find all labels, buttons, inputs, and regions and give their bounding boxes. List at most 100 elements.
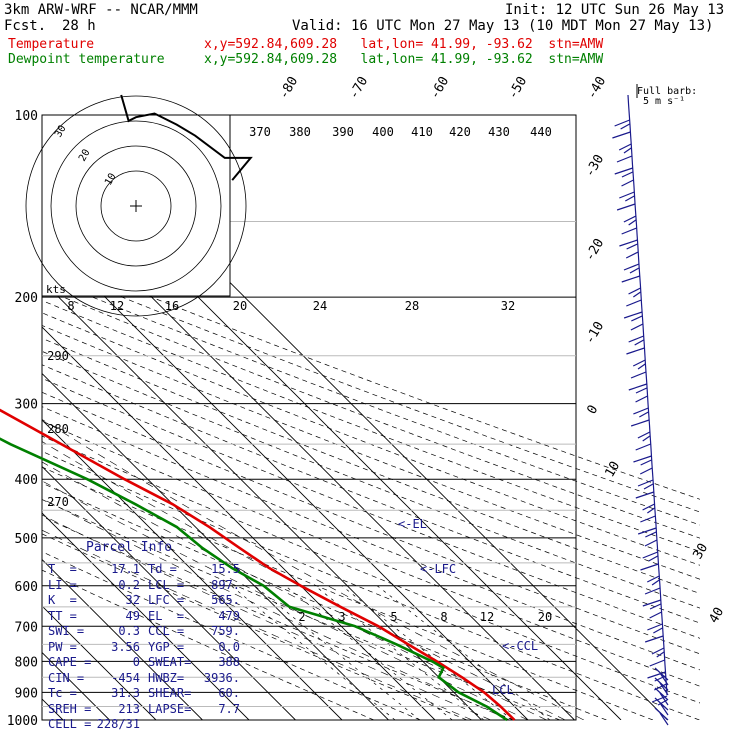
wind-barb: [614, 119, 630, 127]
wind-barb: [626, 299, 642, 307]
theta-label: 280: [47, 422, 69, 436]
wind-barb: [649, 659, 665, 667]
hodograph-ring: [50, 120, 222, 292]
wind-barb: [642, 599, 662, 607]
moist-adiabat-line: [42, 529, 473, 720]
forecast-hour: 28 h: [62, 18, 96, 34]
parcel-info-value: 31.3: [111, 686, 140, 700]
mixing-ratio-label: 28: [405, 299, 419, 313]
hodograph-unit: kts: [46, 283, 66, 296]
ccl-marker: <-CCL: [502, 639, 538, 653]
parcel-info-row: K = 32 LFC = 565.: [48, 593, 240, 607]
wind-barb: [659, 682, 669, 696]
mixing-ratio-label: 2: [298, 610, 305, 624]
wind-barb: [635, 395, 648, 403]
mixing-ratio-label: 12: [110, 299, 124, 313]
parcel-info-label: SWEAT=: [148, 655, 192, 669]
wind-barb: [625, 251, 639, 259]
wind-barb: [633, 455, 652, 463]
wind-barb: [634, 339, 644, 346]
parcel-info-value: 0.2: [118, 577, 140, 592]
wind-staff-column: [627, 94, 668, 696]
lfc-marker: <-LFC: [420, 562, 456, 576]
pressure-label: 1000: [7, 714, 38, 729]
wind-barb: [643, 483, 654, 490]
valid-time: Valid: 16 UTC Mon 27 May 13 (10 MDT Mon …: [292, 18, 714, 34]
parcel-info-label: Td =: [148, 562, 177, 576]
wind-barb: [632, 359, 646, 367]
legend-dewpoint-info: x,y=592.84,609.28 lat,lon= 41.99, -93.62…: [204, 52, 604, 67]
parcel-info-value: 32: [125, 593, 140, 607]
wind-barb: [628, 219, 637, 226]
pressure-label: 200: [15, 291, 38, 306]
wind-barb: [640, 459, 652, 466]
wind-barb: [623, 311, 643, 319]
parcel-info-title: Parcel Info: [86, 540, 173, 555]
hodograph-ring: [25, 95, 247, 317]
theta-label: 390: [332, 125, 354, 139]
dry-adiabat-line: [42, 450, 700, 720]
wind-barb: [629, 267, 640, 274]
wind-barb: [623, 147, 632, 154]
wind-barb: [623, 215, 637, 223]
wind-barb: [654, 677, 669, 691]
theta-label: 440: [530, 125, 552, 139]
wind-barb: [642, 551, 658, 559]
moist-adiabat-line: [42, 514, 491, 720]
wind-barb: [651, 579, 660, 586]
parcel-info-label: CAPE =: [48, 655, 92, 669]
wind-barb: [646, 575, 660, 583]
barb-key-title: Full barb:: [637, 86, 697, 97]
parcel-info-row: TT = 49 EL = 479: [48, 609, 240, 623]
parcel-info-row: CAPE = 0 SWEAT= 388: [48, 655, 240, 669]
wind-barb: [630, 371, 647, 379]
wind-barb: [614, 167, 633, 175]
parcel-info-value: 759.: [211, 624, 240, 638]
wind-barb: [644, 635, 664, 643]
hodograph-ring-label: 30: [53, 124, 69, 140]
theta-label: 270: [47, 495, 69, 509]
parcel-info-row: Tc = 31.3 SHEAR= 60.: [48, 686, 240, 700]
wind-barb: [626, 347, 645, 355]
mixing-ratio-line: [230, 585, 396, 720]
parcel-info-row: T = 17.1 Td = 15.5: [48, 562, 240, 576]
parcel-info-row: PW = 3.56 YGP = 0.0: [48, 640, 240, 654]
mixing-ratio-label: 8: [440, 610, 447, 624]
wind-barb: [654, 707, 669, 721]
pressure-label: 400: [15, 473, 38, 488]
wind-barb: [653, 627, 663, 634]
parcel-info-label: HWBZ=: [148, 670, 185, 685]
theta-label: 430: [488, 125, 510, 139]
mixing-ratio-label: 12: [480, 610, 494, 624]
parcel-info-label: SHEAR=: [148, 686, 192, 700]
parcel-info-label: LCL =: [148, 577, 185, 592]
parcel-info-value: 228/31: [96, 717, 140, 731]
wind-barb: [654, 687, 669, 701]
isotherm-line: [42, 233, 529, 720]
moist-adiabat-line: [42, 419, 584, 720]
parcel-info-label: YGP =: [148, 639, 185, 654]
parcel-info-value: 0: [132, 655, 140, 669]
wind-barb: [640, 563, 659, 571]
wind-barb: [637, 527, 657, 535]
dry-adiabat-line: [42, 325, 700, 580]
wind-barb: [649, 603, 662, 610]
wind-barb: [640, 515, 656, 523]
wind-barb: [648, 555, 658, 562]
hodograph-ring: [100, 170, 172, 242]
pressure-label: 600: [15, 580, 38, 595]
wind-barb: [656, 651, 665, 658]
temperature-profile: [0, 408, 516, 721]
hodograph-ring-label: 20: [77, 148, 93, 164]
parcel-info-value: 60.: [218, 686, 240, 700]
pressure-label: 500: [15, 532, 38, 547]
isotherm-label: 10: [602, 459, 623, 480]
wind-barb: [628, 383, 647, 391]
wind-barb: [649, 611, 662, 619]
parcel-info-value: 3.56: [111, 639, 140, 654]
parcel-info-label: CIN =: [48, 670, 85, 685]
mixing-ratio-label: 5: [390, 610, 397, 624]
parcel-info-label: PW =: [48, 639, 77, 654]
